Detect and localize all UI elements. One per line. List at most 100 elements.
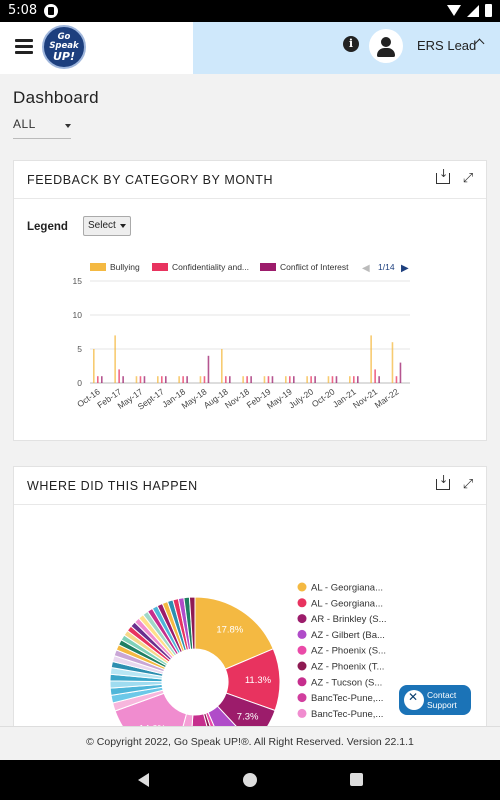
fullscreen-icon[interactable]: ⤢ [462,171,474,186]
bar[interactable] [203,376,206,383]
recent-apps-icon[interactable] [350,773,363,786]
status-time: 5:08 [8,3,38,18]
x-tick-label: Mar-22 [373,386,401,410]
legend-entry[interactable]: AZ - Gilbert (Ba... [311,630,385,641]
filter-select[interactable]: ALL [13,117,71,139]
legend-swatch[interactable] [260,263,276,271]
filter-underline [13,138,71,139]
pie-slice[interactable] [216,692,276,728]
bar[interactable] [349,376,351,383]
bar[interactable] [370,335,372,383]
legend-entry[interactable]: BancTec-Pune,... [311,709,383,720]
legend-entry[interactable]: Bullying [110,262,140,272]
bar[interactable] [263,376,266,383]
bar[interactable] [221,349,223,383]
bar[interactable] [229,376,231,383]
legend-next-icon[interactable]: ▶ [401,263,409,274]
legend-dot[interactable] [297,582,307,592]
legend-entry[interactable]: AL - Georgiana... [311,583,383,594]
bar[interactable] [143,376,146,383]
bar[interactable] [186,376,188,383]
bar[interactable] [378,376,380,383]
bar[interactable] [246,376,248,383]
status-bar: 5:08 [0,0,500,22]
bar[interactable] [293,376,295,383]
user-body-icon [377,48,395,57]
bar[interactable] [242,376,244,383]
legend-dot[interactable] [297,629,307,639]
bar[interactable] [327,376,330,383]
legend-dot[interactable] [297,708,307,718]
user-name[interactable]: ERS Lead [417,38,477,53]
go-speak-up-logo[interactable]: Go Speak UP! [42,25,86,69]
bar[interactable] [114,335,116,383]
bar[interactable] [335,376,338,383]
legend-swatch[interactable] [152,263,168,271]
bar[interactable] [97,376,99,383]
legend-dot[interactable] [297,598,307,608]
bar[interactable] [271,376,274,383]
bar[interactable] [93,349,95,383]
bar[interactable] [267,376,270,383]
bar[interactable] [357,376,359,383]
avatar[interactable] [369,29,403,63]
bar[interactable] [165,376,167,383]
bar[interactable] [306,376,308,383]
card-title: FEEDBACK BY CATEGORY BY MONTH [27,173,274,187]
back-icon[interactable] [138,773,149,787]
bar[interactable] [139,376,142,383]
bar[interactable] [118,369,120,383]
app-header: Go Speak UP! i ERS Lead [0,22,500,74]
x-tick-label: July-20 [287,386,315,410]
logo-line-3: UP! [52,49,75,63]
bar[interactable] [182,376,184,383]
legend-entry[interactable]: AZ - Phoenix (S... [311,646,386,657]
legend-entry[interactable]: Confidentiality and... [172,262,249,272]
legend-dot[interactable] [297,614,307,624]
bar[interactable] [199,376,202,383]
legend-dot[interactable] [297,677,307,687]
bar[interactable] [250,376,252,383]
legend-entry[interactable]: AL - Georgiana... [311,598,383,609]
bar[interactable] [285,376,287,383]
home-icon[interactable] [243,773,257,787]
download-icon[interactable] [436,473,450,490]
bar[interactable] [225,376,227,383]
legend-prev-icon[interactable]: ◀ [362,263,370,274]
bar[interactable] [331,376,334,383]
bar[interactable] [178,376,180,383]
legend-swatch[interactable] [90,263,106,271]
bar[interactable] [135,376,138,383]
signal-icon [467,4,479,17]
bar[interactable] [161,376,163,383]
legend-dot[interactable] [297,645,307,655]
legend-select[interactable]: Select [83,216,131,236]
menu-icon[interactable] [15,39,33,54]
bar[interactable] [353,376,355,383]
bar[interactable] [122,376,124,383]
legend-entry[interactable]: AZ - Phoenix (T... [311,662,384,673]
bar[interactable] [310,376,312,383]
legend-dot[interactable] [297,693,307,703]
contact-support-button[interactable]: Contact Support [399,685,471,715]
user-head-icon [381,37,391,47]
legend-entry[interactable]: BancTec-Pune,... [311,693,383,704]
bar[interactable] [399,362,402,383]
bar[interactable] [395,376,398,383]
bar[interactable] [289,376,291,383]
info-icon[interactable]: i [343,36,359,52]
pie-slice[interactable] [188,596,196,650]
bar[interactable] [374,369,376,383]
download-icon[interactable] [436,167,450,184]
legend-entry[interactable]: AZ - Tucson (S... [311,677,382,688]
bar[interactable] [314,376,316,383]
pie-data-label: 14.6% [139,723,166,728]
fullscreen-icon[interactable]: ⤢ [462,477,474,492]
legend-entry[interactable]: Conflict of Interest [280,262,349,272]
bar[interactable] [391,342,394,383]
bar[interactable] [207,355,210,383]
legend-entry[interactable]: AR - Brinkley (S... [311,614,387,625]
bar[interactable] [157,376,159,383]
legend-dot[interactable] [297,661,307,671]
bar[interactable] [101,376,103,383]
